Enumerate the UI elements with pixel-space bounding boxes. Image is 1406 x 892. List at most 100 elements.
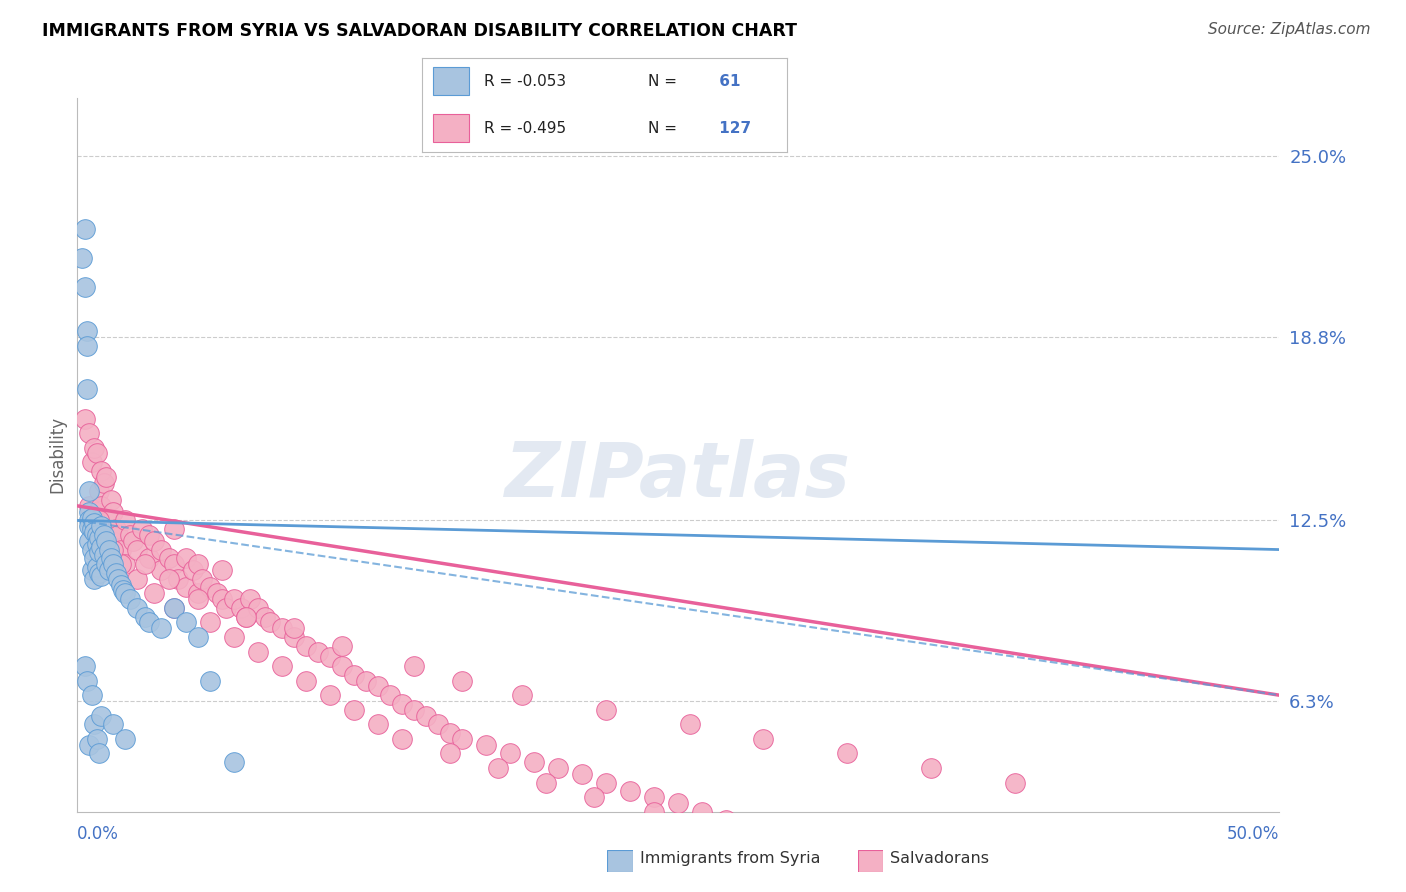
Point xyxy=(90,519,112,533)
Point xyxy=(692,805,714,819)
Point xyxy=(283,630,305,644)
Point xyxy=(859,851,882,865)
Point xyxy=(87,566,110,580)
Point xyxy=(110,557,132,571)
Point xyxy=(80,563,103,577)
Point xyxy=(162,522,184,536)
Bar xyxy=(433,114,470,142)
Point xyxy=(79,513,101,527)
Point xyxy=(120,528,142,542)
Point xyxy=(80,522,103,536)
Point xyxy=(138,528,160,542)
Point xyxy=(186,630,209,644)
Point xyxy=(73,659,96,673)
Point xyxy=(174,615,197,630)
Point xyxy=(787,834,810,848)
Point xyxy=(93,528,115,542)
Text: 50.0%: 50.0% xyxy=(1227,825,1279,843)
Text: ZIPatlas: ZIPatlas xyxy=(505,440,852,513)
Point xyxy=(811,842,834,856)
Point xyxy=(235,609,257,624)
Point xyxy=(110,542,132,557)
Point xyxy=(619,784,641,798)
Point xyxy=(191,572,214,586)
Text: R = -0.495: R = -0.495 xyxy=(484,121,567,136)
Point xyxy=(835,747,858,761)
Point xyxy=(595,775,617,789)
Text: N =: N = xyxy=(648,121,678,136)
Point xyxy=(920,761,942,775)
Point xyxy=(908,857,931,871)
Point xyxy=(402,659,425,673)
Point xyxy=(787,834,810,848)
Point xyxy=(222,630,245,644)
Point xyxy=(211,592,233,607)
Point xyxy=(534,775,557,789)
Point xyxy=(643,790,665,805)
Point xyxy=(90,708,112,723)
Point xyxy=(391,731,413,746)
Point xyxy=(150,621,173,635)
Point xyxy=(96,557,118,571)
Point xyxy=(186,557,209,571)
Point xyxy=(104,522,127,536)
Point xyxy=(186,592,209,607)
Point xyxy=(253,609,276,624)
Text: IMMIGRANTS FROM SYRIA VS SALVADORAN DISABILITY CORRELATION CHART: IMMIGRANTS FROM SYRIA VS SALVADORAN DISA… xyxy=(42,22,797,40)
Point xyxy=(86,731,108,746)
Point xyxy=(87,484,110,499)
Point xyxy=(127,572,149,586)
Point xyxy=(415,708,437,723)
Point xyxy=(97,513,120,527)
Point xyxy=(76,673,98,688)
Point xyxy=(451,731,474,746)
Point xyxy=(90,569,112,583)
Point xyxy=(86,537,108,551)
Point xyxy=(90,540,112,554)
Point xyxy=(87,531,110,545)
Point xyxy=(134,557,156,571)
Point xyxy=(80,510,103,524)
Point xyxy=(103,542,125,557)
Point xyxy=(205,586,228,600)
Y-axis label: Disability: Disability xyxy=(48,417,66,493)
Point xyxy=(751,731,773,746)
Point xyxy=(83,516,105,531)
Bar xyxy=(433,68,470,95)
Point xyxy=(110,577,132,591)
Point xyxy=(114,513,136,527)
Point xyxy=(547,761,569,775)
Point xyxy=(294,639,316,653)
Point xyxy=(367,717,389,731)
Point xyxy=(330,659,353,673)
Point xyxy=(73,411,96,425)
Point xyxy=(86,528,108,542)
Point xyxy=(83,525,105,540)
Point xyxy=(86,560,108,574)
Point xyxy=(83,572,105,586)
Point xyxy=(319,650,342,665)
Point xyxy=(100,493,122,508)
Text: Salvadorans: Salvadorans xyxy=(890,851,988,865)
Point xyxy=(835,848,858,863)
Text: N =: N = xyxy=(648,74,678,89)
Point xyxy=(174,581,197,595)
Point xyxy=(523,755,546,769)
Point xyxy=(319,688,342,702)
Point xyxy=(103,557,125,571)
Point xyxy=(740,819,762,833)
Point xyxy=(114,586,136,600)
Point xyxy=(111,583,134,598)
Point xyxy=(486,761,509,775)
Point xyxy=(127,600,149,615)
Point xyxy=(583,790,606,805)
Point xyxy=(571,767,593,781)
Point xyxy=(86,446,108,460)
Point xyxy=(143,586,166,600)
Point xyxy=(259,615,281,630)
Point xyxy=(668,796,690,810)
Point xyxy=(87,747,110,761)
Text: 127: 127 xyxy=(714,121,751,136)
Point xyxy=(96,469,118,483)
Point xyxy=(270,659,292,673)
